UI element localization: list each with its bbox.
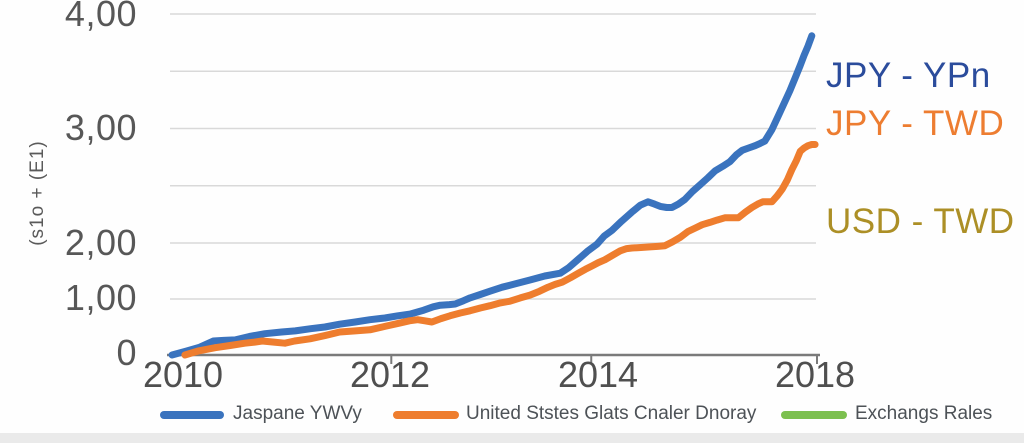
bottom-edge-strip	[0, 433, 1024, 443]
series-line-jpy-twd	[181, 141, 819, 359]
legend-label-orange: United Ststes Glats Cnaler Dnoray	[466, 403, 757, 424]
legend-label-green: Exchangs Rales	[855, 403, 993, 424]
legend-swatch-blue	[160, 411, 224, 419]
x-tick-label-2012: 2012	[349, 354, 431, 395]
series-label-jpy-twd: JPY - TWD	[826, 104, 1005, 143]
x-tick-label-2014: 2014	[557, 354, 639, 395]
series-label-jpy-ypn: JPY - YPn	[826, 56, 991, 95]
legend-swatch-green	[781, 411, 847, 419]
y-tick-label-0: 0	[116, 332, 137, 373]
series-label-usd-twd: USD - TWD	[826, 202, 1015, 241]
y-tick-label-1: 1,00	[64, 277, 137, 318]
y-axis-title: (s1o + (E1)	[27, 140, 48, 246]
x-tick-label-2018: 2018	[774, 354, 856, 395]
legend-swatch-orange	[393, 411, 459, 419]
y-tick-label-4: 4,00	[64, 0, 137, 34]
legend-label-blue: Jaspane YWVy	[233, 403, 362, 424]
x-tick-label-2010: 2010	[142, 354, 224, 395]
series-line-jpy-ypn	[168, 32, 816, 359]
y-tick-label-3: 3,00	[64, 107, 137, 148]
y-tick-label-2: 2,00	[64, 222, 137, 263]
